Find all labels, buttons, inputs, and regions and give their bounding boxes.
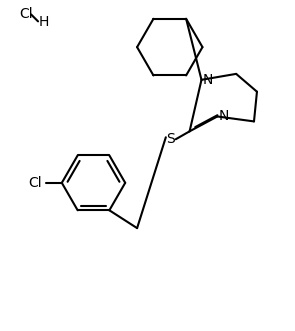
Text: N: N	[218, 110, 229, 123]
Text: H: H	[39, 15, 49, 29]
Text: Cl: Cl	[28, 176, 42, 190]
Text: N: N	[202, 73, 213, 87]
Text: Cl: Cl	[19, 7, 33, 22]
Text: S: S	[166, 132, 175, 146]
